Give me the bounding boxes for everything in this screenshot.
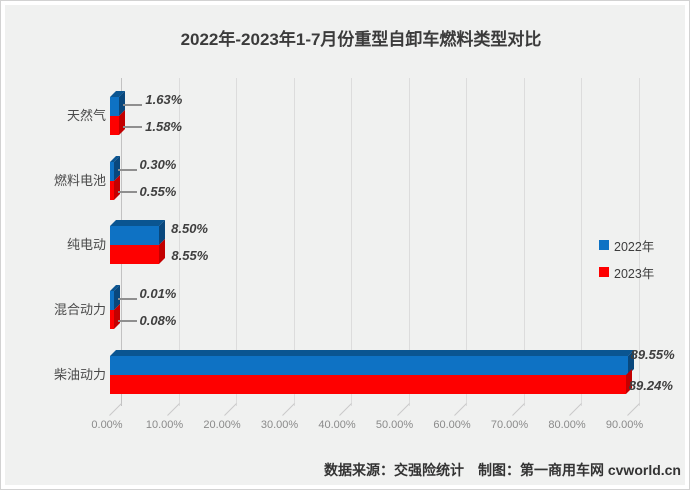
bar-2023-diesel [110,375,626,394]
x-axis-label: 80.00% [548,419,586,431]
x-axis-tick [281,403,295,416]
bar-2023-electric [110,245,160,264]
category-label: 纯电动 [66,237,106,252]
label-leader-line [117,169,137,171]
bar-2022-natural-gas [110,97,120,116]
gridline [523,78,525,406]
value-label: 89.55% [630,347,675,362]
x-axis-label: 30.00% [260,419,299,431]
x-axis-label: 60.00% [433,419,471,431]
x-axis-label: 40.00% [318,419,356,431]
value-label: 1.63% [145,92,183,107]
x-axis-label: 10.00% [145,419,184,431]
x-axis-label: 20.00% [203,419,241,431]
label-leader-line [123,104,143,106]
value-label: 0.08% [139,313,177,328]
value-label: 1.58% [145,119,182,134]
bar-2022-fuel-cell [110,162,114,181]
legend-label: 2023年 [614,266,655,281]
category-label: 燃料电池 [53,173,106,188]
x-axis-label: 50.00% [375,419,414,431]
gridline [293,78,295,406]
gridline [638,78,640,406]
x-axis-tick [339,403,352,416]
legend-swatch-2023 [599,267,609,277]
category-label: 柴油动力 [53,367,106,382]
value-label: 0.55% [139,184,177,199]
legend-swatch-2022 [599,240,609,250]
value-label: 8.50% [171,221,208,236]
bar-2022-hybrid [110,291,114,310]
x-axis-label: 90.00% [605,419,644,431]
x-axis-tick [224,403,237,416]
label-leader-line [123,126,143,128]
x-axis-tick [454,403,467,416]
legend: 2022年 2023年 [599,237,654,291]
bar-2023-fuel-cell [110,181,114,200]
value-label: 89.24% [628,378,673,393]
label-leader-line [117,320,137,322]
x-axis-tick [396,403,410,416]
legend-label: 2022年 [614,239,655,254]
x-axis-tick [569,403,582,416]
gridline [466,78,467,406]
x-axis-tick [626,403,640,416]
x-axis-label: 70.00% [490,419,529,431]
value-label: 8.55% [171,248,209,263]
x-axis-tick [166,403,180,416]
gridline [408,78,410,406]
legend-item-2022: 2022年 [599,237,655,254]
label-leader-line [117,298,137,300]
source-credit: 数据来源：交强险统计 制图：第一商用车网 cvworld.cn [323,462,681,478]
legend-item-2023: 2023年 [599,264,655,281]
gridline [236,78,237,406]
bar-2022-electric [110,226,160,245]
gridline [581,78,582,406]
x-axis-tick [511,403,525,416]
x-axis-tick [109,403,122,416]
gridline [178,78,180,406]
x-axis-label: 0.00% [91,419,123,431]
category-label: 混合动力 [53,302,106,317]
bar-2023-natural-gas [110,116,120,135]
value-label: 0.30% [139,157,177,172]
category-label: 天然气 [66,108,106,123]
gridline [351,78,352,406]
value-label: 0.01% [139,286,177,301]
label-leader-line [117,191,137,193]
chart-title: 2022年-2023年1-7月份重型自卸车燃料类型对比 [180,30,542,49]
bar-2022-diesel [110,356,628,375]
bar-2023-hybrid [110,310,114,329]
